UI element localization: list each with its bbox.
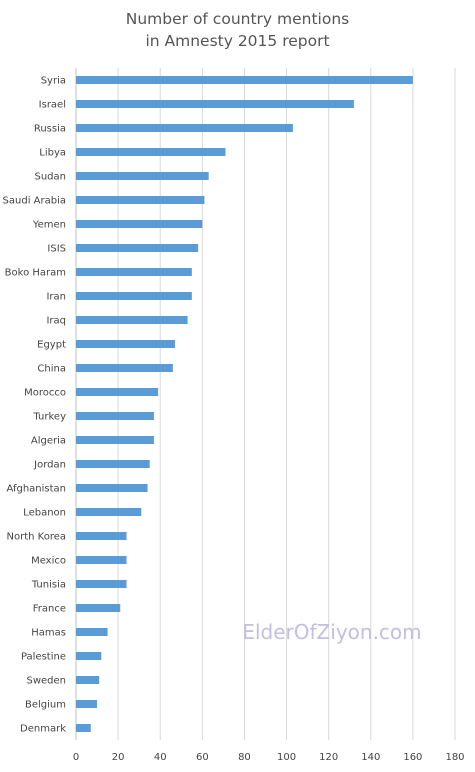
bar — [76, 316, 188, 324]
x-tick-label: 120 — [319, 752, 338, 763]
category-label: Hamas — [31, 628, 66, 639]
category-labels: Syria Israel Russia Libya Sudan Saudi Arabia Y… — [3, 76, 67, 735]
category-label: Iran — [46, 292, 66, 303]
category-label: Afghanistan — [6, 484, 66, 495]
bar — [76, 220, 203, 228]
bar — [76, 676, 100, 684]
x-tick-label: 20 — [112, 752, 125, 763]
category-label: France — [33, 604, 66, 615]
x-tick-labels: 0 20 40 60 80 100 120 140 160 180 — [73, 752, 465, 763]
bar — [76, 364, 173, 372]
bar — [76, 460, 150, 468]
bar — [76, 484, 148, 492]
bar — [76, 580, 127, 588]
x-tick-label: 180 — [445, 752, 464, 763]
bar — [76, 412, 154, 420]
category-label: Libya — [39, 148, 66, 159]
category-label: Morocco — [24, 388, 66, 399]
bars — [76, 76, 413, 732]
chart-title-line-2: in Amnesty 2015 report — [145, 32, 330, 50]
bar — [76, 628, 108, 636]
x-tick-label: 60 — [196, 752, 209, 763]
bar — [76, 556, 127, 564]
bar — [76, 340, 175, 348]
bar — [76, 724, 91, 732]
category-label: ISIS — [47, 244, 66, 255]
category-label: China — [37, 364, 66, 375]
bar — [76, 244, 199, 252]
x-tick-label: 40 — [154, 752, 167, 763]
bar — [76, 268, 192, 276]
category-label: Denmark — [20, 724, 66, 735]
category-label: North Korea — [7, 532, 67, 543]
category-label: Yemen — [32, 220, 66, 231]
bar — [76, 172, 209, 180]
category-label: Mexico — [31, 556, 66, 567]
bar — [76, 292, 192, 300]
bar — [76, 124, 293, 132]
bar — [76, 436, 154, 444]
category-label: Russia — [34, 124, 66, 135]
x-tick-label: 80 — [238, 752, 251, 763]
chart-title: Number of country mentions in Amnesty 20… — [0, 8, 475, 52]
category-label: Sweden — [26, 676, 66, 687]
category-label: Jordan — [33, 460, 66, 471]
category-label: Tunisia — [31, 580, 66, 591]
bar — [76, 76, 413, 84]
bar — [76, 196, 205, 204]
bar — [76, 652, 102, 660]
category-label: Iraq — [46, 316, 66, 327]
bar — [76, 148, 226, 156]
x-tick-label: 160 — [403, 752, 422, 763]
x-tick-label: 100 — [277, 752, 296, 763]
category-label: Israel — [39, 100, 66, 111]
bar — [76, 100, 354, 108]
bar — [76, 604, 121, 612]
bar — [76, 700, 98, 708]
x-tick-label: 140 — [361, 752, 380, 763]
category-label: Boko Haram — [5, 268, 66, 279]
category-label: Saudi Arabia — [3, 196, 66, 207]
category-label: Syria — [41, 76, 66, 87]
category-label: Algeria — [31, 436, 66, 447]
bar — [76, 532, 127, 540]
category-label: Belgium — [25, 700, 66, 711]
bar — [76, 508, 142, 516]
category-label: Sudan — [35, 172, 67, 183]
category-label: Palestine — [21, 652, 66, 663]
category-label: Egypt — [37, 340, 66, 351]
chart-title-line-1: Number of country mentions — [125, 10, 350, 28]
x-tick-label: 0 — [73, 752, 79, 763]
category-label: Lebanon — [23, 508, 66, 519]
watermark-text: ElderOfZiyon.com — [242, 620, 421, 644]
bar — [76, 388, 159, 396]
category-label: Turkey — [32, 412, 66, 423]
